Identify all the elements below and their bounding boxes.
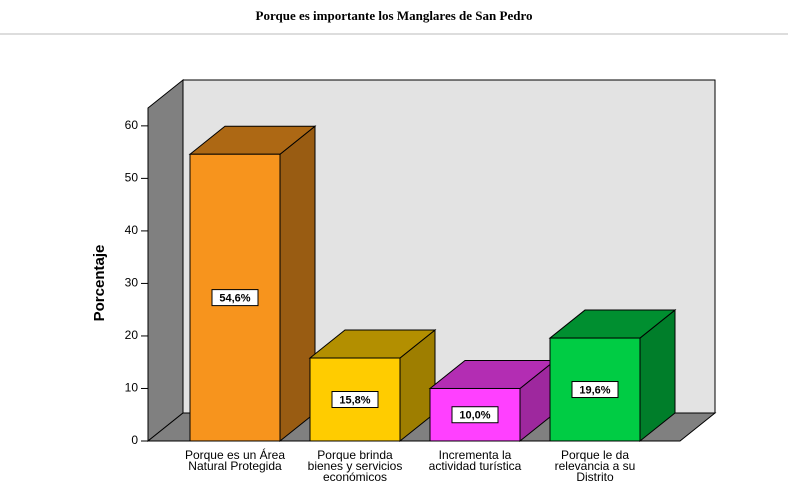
- value-label-box: [211, 289, 259, 307]
- y-tick-label: 30: [125, 276, 139, 290]
- value-label-box: [451, 406, 499, 424]
- y-axis-label: Porcentaje: [91, 245, 108, 322]
- x-tick-label: Porque es un Área Natural Protegida: [185, 447, 285, 473]
- y-tick-label: 10: [125, 381, 139, 395]
- value-label: 15,8%: [339, 394, 370, 406]
- x-tick-label: Incrementa la actividad turística: [429, 448, 522, 473]
- value-label-box: [571, 381, 619, 399]
- side-wall: [147, 78, 184, 443]
- value-label: 19,6%: [579, 384, 610, 396]
- y-tick-label: 60: [125, 118, 139, 132]
- y-tick-label: 0: [131, 433, 138, 447]
- value-label: 10,0%: [459, 410, 490, 422]
- value-label: 54,6%: [219, 293, 250, 305]
- y-tick-label: 20: [125, 328, 139, 342]
- y-tick-label: 40: [125, 223, 139, 237]
- chart-title: Porque es importante los Manglares de Sa…: [256, 8, 533, 23]
- value-label-box: [331, 391, 379, 409]
- y-tick-label: 50: [125, 171, 139, 185]
- x-tick-label: Porque le da relevancia a su Distrito: [555, 448, 636, 484]
- x-tick-label: Porque brinda bienes y servicios económico…: [308, 448, 403, 484]
